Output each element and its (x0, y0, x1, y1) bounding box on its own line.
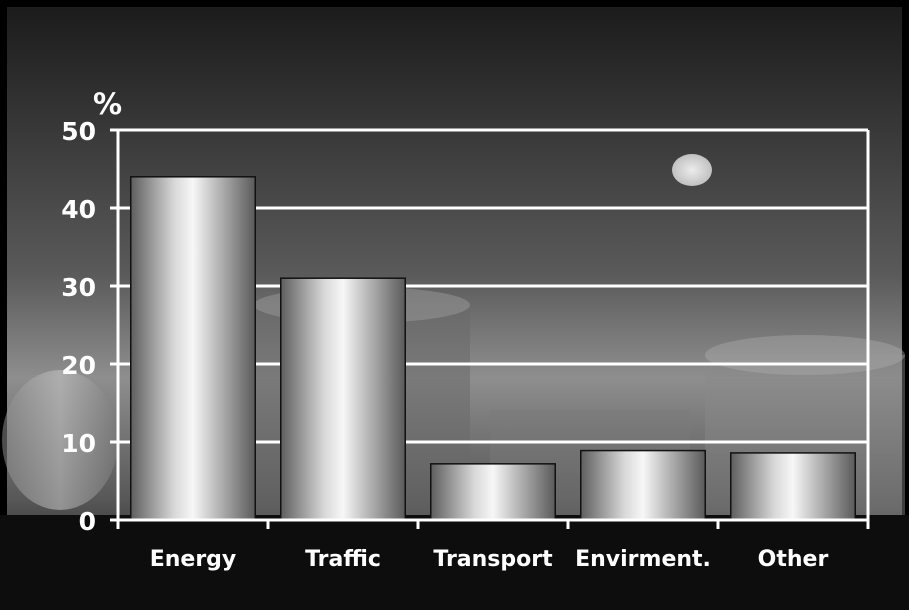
x-tick-label: Traffic (305, 547, 381, 572)
bars (130, 176, 856, 521)
moon (672, 154, 712, 186)
x-tick-label: Energy (150, 547, 237, 572)
y-tick-label: 10 (61, 429, 96, 458)
x-tick-label: Envirment. (575, 547, 711, 572)
y-tick-label: 50 (61, 117, 96, 146)
bar-traffic (280, 277, 406, 521)
tank-left (2, 370, 118, 510)
y-tick-label: 0 (79, 507, 96, 536)
y-tick-label: 30 (61, 273, 96, 302)
ground-band (0, 515, 909, 610)
x-tick-label: Transport (433, 547, 553, 572)
y-axis-unit-label: % (93, 87, 122, 121)
bar-other (730, 452, 856, 521)
y-tick-labels: 0 10 20 30 40 50 (61, 117, 96, 536)
y-tick-label: 20 (61, 351, 96, 380)
bar-energy (130, 176, 256, 521)
bar-envirment (580, 449, 706, 521)
y-tick-label: 40 (61, 195, 96, 224)
bar-transport (430, 463, 556, 521)
axes (110, 128, 870, 529)
x-tick-labels: Energy Traffic Transport Envirment. Other (150, 547, 829, 572)
tank-right-top (705, 335, 905, 375)
x-tick-label: Other (758, 547, 829, 572)
